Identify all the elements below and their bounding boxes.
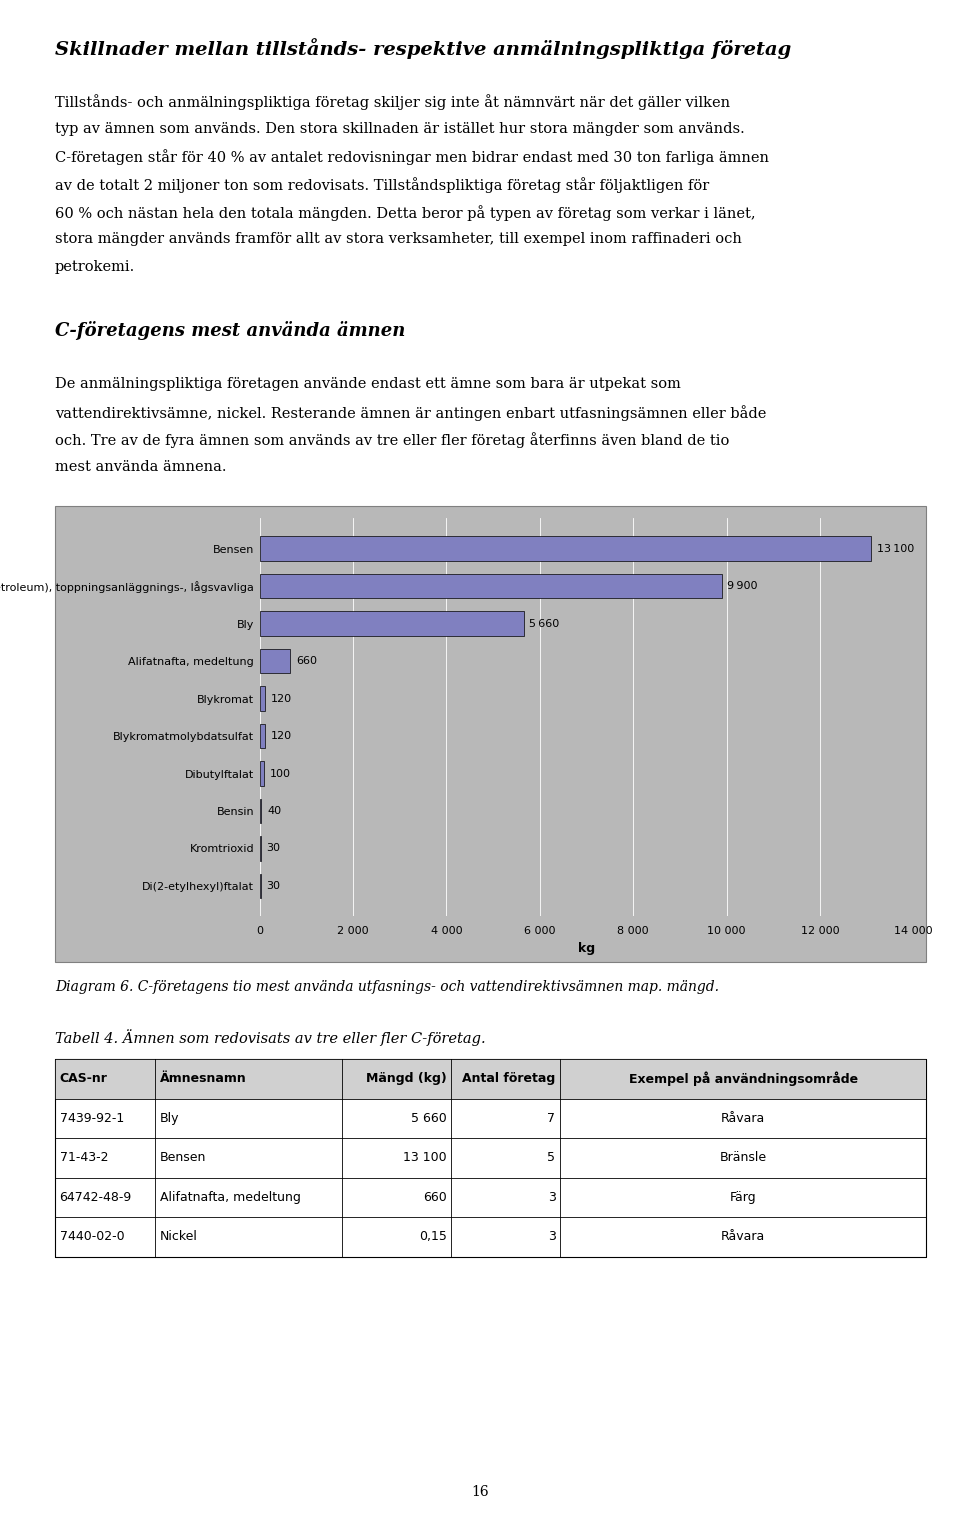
Bar bbox=[259, 725, 265, 749]
Text: 3: 3 bbox=[547, 1230, 556, 1243]
Text: 7439-92-1: 7439-92-1 bbox=[60, 1112, 124, 1124]
Text: Ämnesnamn: Ämnesnamn bbox=[159, 1072, 247, 1085]
Text: 9 900: 9 900 bbox=[728, 582, 758, 591]
Text: 60 % och nästan hela den totala mängden. Detta beror på typen av företag som ver: 60 % och nästan hela den totala mängden.… bbox=[55, 205, 756, 220]
Text: 30: 30 bbox=[267, 843, 280, 854]
Text: 40: 40 bbox=[267, 807, 281, 816]
Text: 5 660: 5 660 bbox=[411, 1112, 446, 1124]
Text: Bensen: Bensen bbox=[159, 1151, 206, 1164]
Text: Mängd (kg): Mängd (kg) bbox=[366, 1072, 446, 1085]
Bar bbox=[259, 799, 261, 823]
Bar bbox=[55, 1059, 926, 1098]
Text: 120: 120 bbox=[271, 731, 292, 741]
Bar bbox=[259, 873, 261, 898]
Text: 100: 100 bbox=[270, 769, 291, 779]
Text: C-företagen står för 40 % av antalet redovisningar men bidrar endast med 30 ton : C-företagen står för 40 % av antalet red… bbox=[55, 149, 769, 166]
Text: 0,15: 0,15 bbox=[419, 1230, 446, 1243]
Bar bbox=[259, 574, 722, 598]
Text: 660: 660 bbox=[296, 656, 317, 665]
Text: Färg: Färg bbox=[730, 1191, 756, 1203]
Text: petrokemi.: petrokemi. bbox=[55, 260, 135, 273]
Text: De anmälningspliktiga företagen använde endast ett ämne som bara är utpekat som: De anmälningspliktiga företagen använde … bbox=[55, 377, 681, 392]
Bar bbox=[55, 1059, 926, 1256]
Text: 30: 30 bbox=[267, 881, 280, 892]
Text: Tabell 4. Ämnen som redovisats av tre eller fler C-företag.: Tabell 4. Ämnen som redovisats av tre el… bbox=[55, 1028, 486, 1045]
Text: 7440-02-0: 7440-02-0 bbox=[60, 1230, 124, 1243]
Text: 660: 660 bbox=[422, 1191, 446, 1203]
Text: Bränsle: Bränsle bbox=[720, 1151, 767, 1164]
X-axis label: kg: kg bbox=[578, 942, 595, 954]
Text: Alifatnafta, medeltung: Alifatnafta, medeltung bbox=[159, 1191, 300, 1203]
Text: av de totalt 2 miljoner ton som redovisats. Tillståndspliktiga företag står följ: av de totalt 2 miljoner ton som redovisa… bbox=[55, 178, 709, 193]
Text: 13 100: 13 100 bbox=[876, 544, 914, 553]
Text: C-företagens mest använda ämnen: C-företagens mest använda ämnen bbox=[55, 321, 405, 340]
Text: mest använda ämnena.: mest använda ämnena. bbox=[55, 460, 227, 474]
Text: stora mängder används framför allt av stora verksamheter, till exempel inom raff: stora mängder används framför allt av st… bbox=[55, 232, 741, 246]
Text: Nickel: Nickel bbox=[159, 1230, 198, 1243]
Text: Exempel på användningsområde: Exempel på användningsområde bbox=[629, 1071, 858, 1086]
Text: Antal företag: Antal företag bbox=[463, 1072, 556, 1085]
Text: och. Tre av de fyra ämnen som används av tre eller fler företag återfinns även b: och. Tre av de fyra ämnen som används av… bbox=[55, 433, 729, 448]
Bar bbox=[55, 506, 926, 962]
Text: 120: 120 bbox=[271, 694, 292, 703]
Text: 71-43-2: 71-43-2 bbox=[60, 1151, 108, 1164]
Text: CAS-nr: CAS-nr bbox=[60, 1072, 108, 1085]
Text: Skillnader mellan tillstånds- respektive anmälningspliktiga företag: Skillnader mellan tillstånds- respektive… bbox=[55, 38, 791, 59]
Text: Tillstånds- och anmälningspliktiga företag skiljer sig inte åt nämnvärt när det : Tillstånds- och anmälningspliktiga föret… bbox=[55, 94, 730, 109]
Text: Bly: Bly bbox=[159, 1112, 180, 1124]
Bar bbox=[259, 536, 872, 561]
Text: 16: 16 bbox=[471, 1486, 489, 1499]
Text: 5: 5 bbox=[547, 1151, 556, 1164]
Text: 3: 3 bbox=[547, 1191, 556, 1203]
Text: Råvara: Råvara bbox=[721, 1112, 765, 1124]
Bar bbox=[259, 761, 264, 785]
Text: Råvara: Råvara bbox=[721, 1230, 765, 1243]
Text: Diagram 6. C-företagens tio mest använda utfasnings- och vattendirektivsämnen ma: Diagram 6. C-företagens tio mest använda… bbox=[55, 980, 719, 993]
Bar bbox=[259, 837, 261, 861]
Text: 64742-48-9: 64742-48-9 bbox=[60, 1191, 132, 1203]
Text: typ av ämnen som används. Den stora skillnaden är istället hur stora mängder som: typ av ämnen som används. Den stora skil… bbox=[55, 122, 744, 135]
Bar bbox=[259, 687, 265, 711]
Text: 13 100: 13 100 bbox=[403, 1151, 446, 1164]
Text: 7: 7 bbox=[547, 1112, 556, 1124]
Text: vattendirektivsämne, nickel. Resterande ämnen är antingen enbart utfasningsämnen: vattendirektivsämne, nickel. Resterande … bbox=[55, 406, 766, 421]
Text: 5 660: 5 660 bbox=[530, 618, 560, 629]
Bar bbox=[259, 649, 290, 673]
Bar bbox=[259, 611, 524, 636]
